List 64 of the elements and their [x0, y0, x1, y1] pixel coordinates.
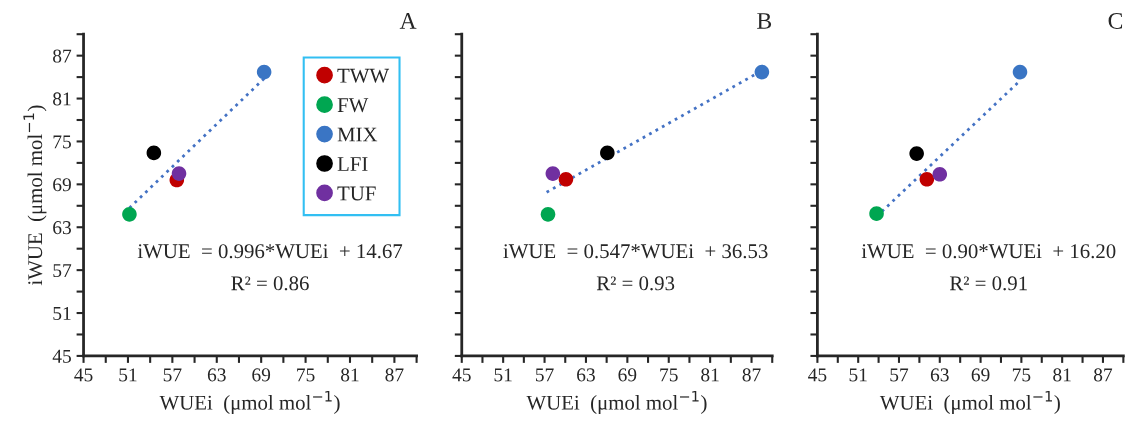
x-tick-label: 63	[207, 368, 226, 382]
legend-label: TWW	[337, 68, 390, 83]
x-tick-label: 81	[341, 368, 359, 382]
point	[146, 145, 162, 161]
x-tick-label: 45	[808, 368, 827, 382]
x-tick-label: 81	[1053, 368, 1071, 382]
x-tick-label: 57	[163, 368, 182, 382]
point	[558, 172, 574, 187]
x-tick-label: 63	[577, 368, 595, 382]
point	[600, 145, 615, 161]
point	[754, 64, 770, 80]
y-tick-label: 51	[53, 306, 71, 320]
chart-title: B	[757, 13, 772, 29]
y-tick-label: 45	[52, 349, 71, 363]
x-tick-label: 87	[742, 368, 761, 382]
point	[919, 172, 935, 187]
annotation: iWUE = 0.90*WUEi + 16.20	[861, 244, 1116, 259]
x-tick-label: 81	[701, 368, 719, 382]
annotation: R² = 0.93	[596, 276, 675, 291]
x-tick-label: 75	[1012, 368, 1031, 382]
x-tick-label: 45	[74, 368, 93, 382]
x-tick-label: 63	[930, 368, 949, 382]
legend-label: FW	[337, 98, 369, 113]
y-tick-label: 81	[53, 92, 71, 106]
x-tick-label: 69	[971, 368, 990, 382]
x-axis-title: WUEi (μmol mol$^{−1}$)	[526, 390, 707, 414]
point	[909, 146, 924, 161]
y-tick-label: 69	[53, 178, 71, 192]
y-tick-label: 87	[53, 49, 72, 63]
x-tick-label: 75	[297, 368, 315, 382]
annotation: iWUE = 0.996*WUEi + 14.67	[137, 244, 403, 259]
legend-label: MIX	[337, 127, 378, 142]
x-tick-label: 51	[849, 368, 867, 382]
chart-title: A	[399, 13, 417, 29]
x-tick-label: 51	[494, 368, 512, 382]
annotation: iWUE = 0.547*WUEi + 36.53	[503, 244, 768, 259]
point	[545, 166, 561, 181]
annotation: R² = 0.86	[231, 276, 309, 291]
point	[869, 206, 884, 221]
legend-label: LFI	[337, 157, 368, 171]
x-axis-title: WUEi (μmol mol$^{−1}$)	[159, 390, 340, 414]
x-tick-label: 69	[618, 368, 637, 382]
point	[171, 166, 187, 181]
point	[256, 64, 272, 80]
y-tick-label: 57	[53, 264, 72, 278]
x-axis-title: WUEi (μmol mol$^{−1}$)	[879, 390, 1060, 414]
x-tick-label: 51	[119, 368, 137, 382]
x-tick-label: 69	[252, 368, 271, 382]
point	[540, 207, 556, 222]
y-tick-label: 63	[53, 221, 71, 235]
x-tick-label: 57	[890, 368, 909, 382]
point	[932, 167, 948, 182]
y-axis-title: iWUE (μmol mol$^{−1}$)	[23, 105, 47, 286]
y-tick-label: 75	[53, 135, 71, 149]
x-tick-label: 57	[535, 368, 554, 382]
point	[1012, 64, 1028, 80]
chart-title: C	[1108, 13, 1123, 29]
x-tick-label: 87	[385, 368, 404, 382]
x-tick-label: 87	[1093, 368, 1113, 382]
x-tick-label: 75	[660, 368, 678, 382]
legend-label: TUF	[337, 186, 376, 201]
annotation: R² = 0.91	[949, 276, 1027, 291]
point	[122, 207, 137, 222]
x-tick-label: 45	[452, 368, 471, 382]
